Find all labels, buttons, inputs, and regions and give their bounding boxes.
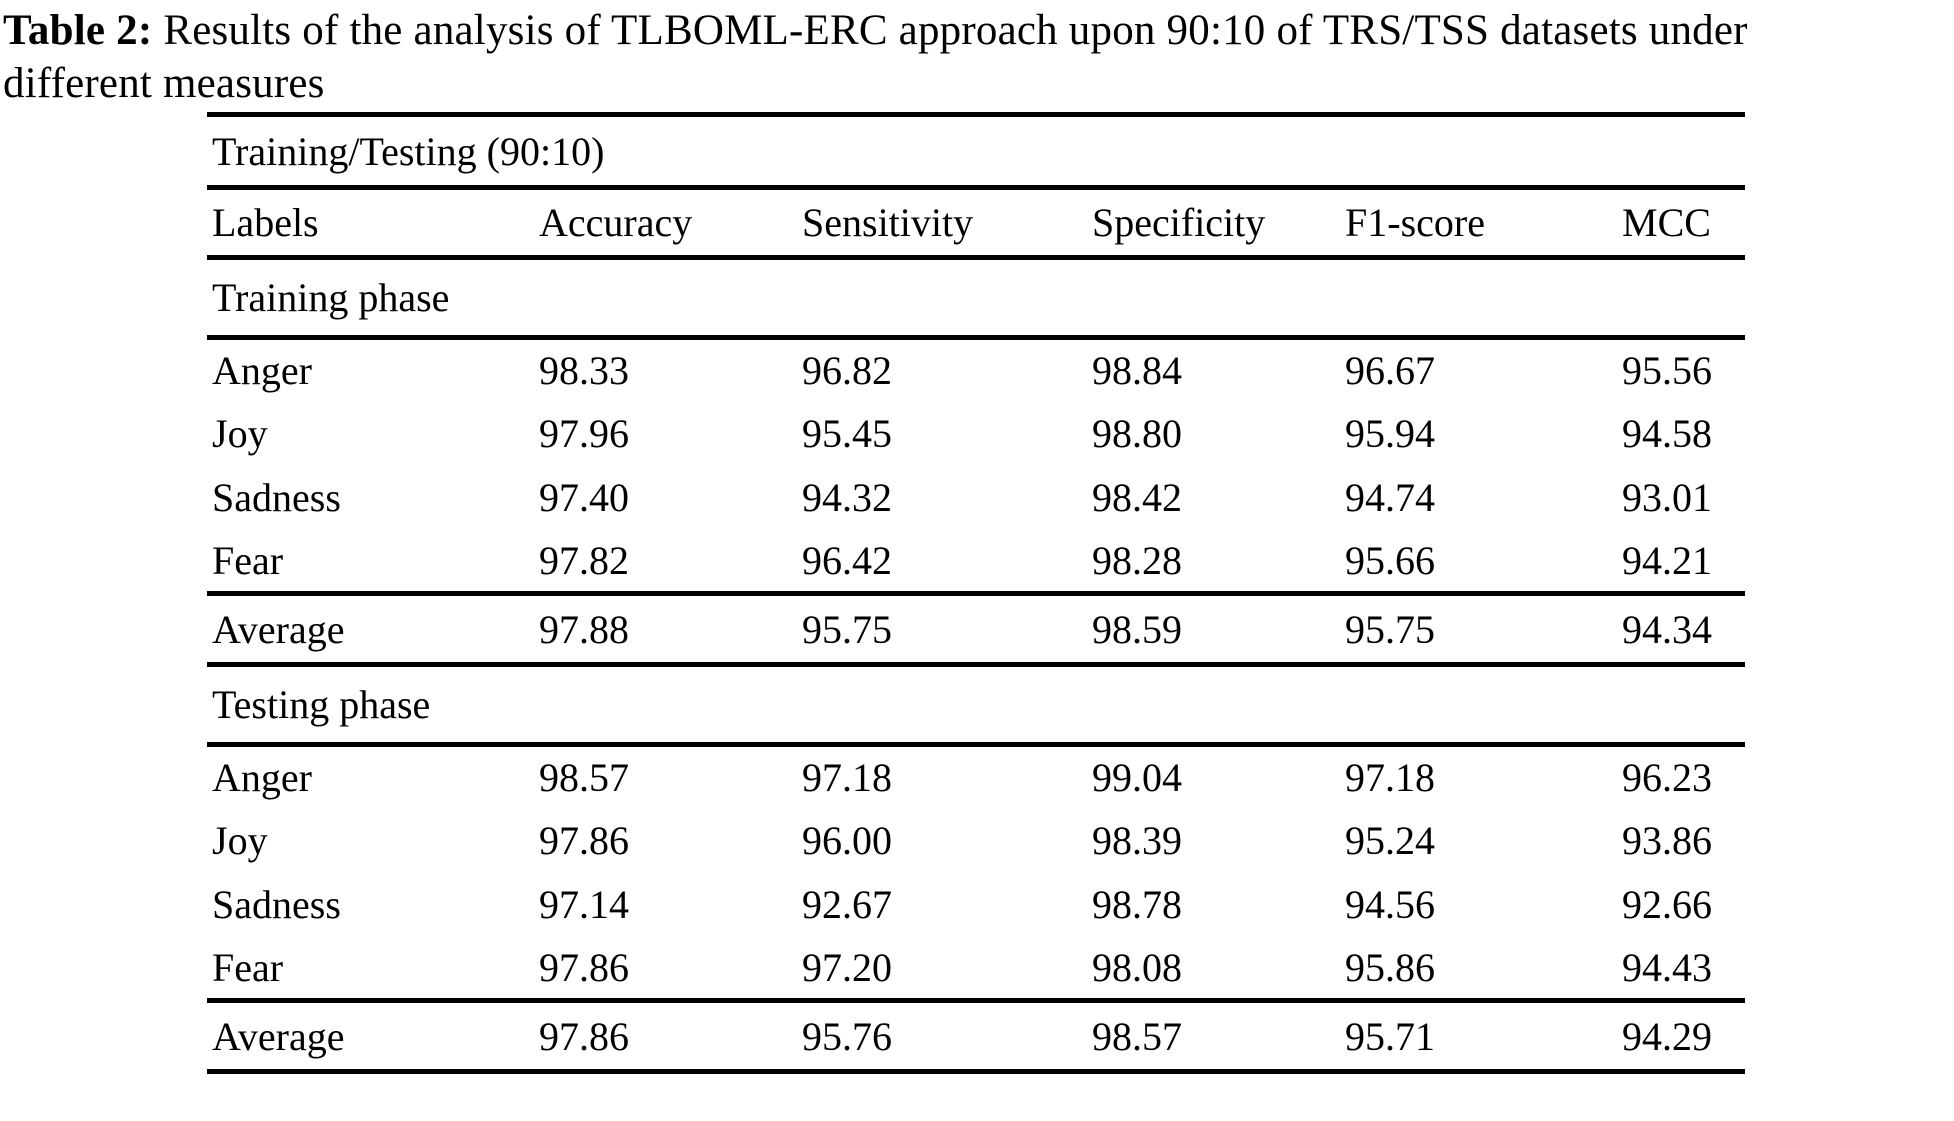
- metric-value: 95.56: [1622, 348, 1712, 394]
- row-label: Average: [207, 1000, 534, 1074]
- table-row: Joy 97.96 95.45 98.80 95.94 94.58: [207, 402, 1745, 466]
- metric-value: 94.58: [1622, 411, 1712, 456]
- table-row: Anger 98.33 96.82 98.84 96.67 95.56: [207, 338, 1745, 402]
- phase-header-testing: Testing phase: [207, 664, 1746, 747]
- metric-value: 95.76: [797, 1000, 1087, 1074]
- table-caption-text-line2: different measures: [3, 60, 325, 107]
- metric-value: 93.01: [1622, 475, 1712, 520]
- row-label: Sadness: [212, 475, 341, 520]
- metric-value: 97.88: [534, 593, 797, 667]
- row-label: Average: [207, 593, 534, 667]
- metric-value: 97.40: [539, 475, 629, 520]
- table-row: Fear 97.82 96.42 98.28 95.66 94.21: [207, 529, 1746, 596]
- row-label: Joy: [212, 818, 268, 863]
- metric-value: 97.14: [539, 882, 629, 927]
- metric-value: 94.56: [1345, 882, 1435, 927]
- metric-value: 96.67: [1345, 348, 1435, 394]
- row-label: Fear: [207, 936, 534, 1003]
- span-header-row: Training/Testing (90:10): [207, 112, 1746, 190]
- metric-value: 98.28: [1087, 529, 1340, 596]
- metric-value: 94.34: [1617, 593, 1746, 667]
- metric-value: 98.39: [1092, 818, 1182, 863]
- row-label: Sadness: [212, 882, 341, 927]
- metric-value: 94.43: [1617, 936, 1746, 1003]
- metric-value: 98.84: [1092, 348, 1182, 394]
- metric-value: 93.86: [1622, 818, 1712, 863]
- column-header-sensitivity: Sensitivity: [797, 187, 1087, 260]
- metric-value: 94.74: [1345, 475, 1435, 520]
- metric-value: 94.29: [1617, 1000, 1746, 1074]
- table-row: Anger 98.57 97.18 99.04 97.18 96.23: [207, 745, 1745, 809]
- metric-value: 98.57: [539, 755, 629, 801]
- metric-value: 95.66: [1340, 529, 1617, 596]
- metric-value: 96.42: [797, 529, 1087, 596]
- metric-value: 95.75: [797, 593, 1087, 667]
- metric-value: 96.23: [1622, 755, 1712, 801]
- metric-value: 97.86: [539, 818, 629, 863]
- phase-header-training: Training phase: [207, 257, 1746, 340]
- metric-value: 95.75: [1340, 593, 1617, 667]
- metric-value: 92.67: [802, 882, 892, 927]
- metric-value: 97.18: [1345, 755, 1435, 801]
- metric-value: 94.21: [1617, 529, 1746, 596]
- table-row: Fear 97.86 97.20 98.08 95.86 94.43: [207, 936, 1746, 1003]
- table-caption-text-line1: Results of the analysis of TLBOML-ERC ap…: [163, 7, 1748, 54]
- metric-value: 95.71: [1340, 1000, 1617, 1074]
- phase-header-row: Testing phase: [207, 664, 1746, 747]
- metric-value: 96.82: [802, 348, 892, 394]
- metric-value: 98.08: [1087, 936, 1340, 1003]
- table-row: Joy 97.86 96.00 98.39 95.24 93.86: [207, 809, 1745, 873]
- metric-value: 95.24: [1345, 818, 1435, 863]
- column-header-labels: Labels: [207, 187, 534, 260]
- metric-value: 98.59: [1087, 593, 1340, 667]
- metric-value: 97.18: [802, 755, 892, 801]
- row-label: Fear: [207, 529, 534, 596]
- metric-value: 97.96: [539, 411, 629, 456]
- metric-value: 92.66: [1622, 882, 1712, 927]
- results-table: Training/Testing (90:10) Labels Accuracy…: [207, 112, 1746, 1074]
- column-header-mcc: MCC: [1617, 187, 1746, 260]
- table-row: Sadness 97.40 94.32 98.42 94.74 93.01: [207, 466, 1745, 530]
- metric-value: 97.82: [534, 529, 797, 596]
- table-caption: Table 2: Results of the analysis of TLBO…: [0, 0, 1953, 110]
- metric-value: 97.86: [534, 936, 797, 1003]
- metric-value: 98.33: [539, 348, 629, 394]
- metric-value: 94.32: [802, 475, 892, 520]
- column-header-accuracy: Accuracy: [534, 187, 797, 260]
- metric-value: 97.20: [797, 936, 1087, 1003]
- average-row: Average 97.86 95.76 98.57 95.71 94.29: [207, 1000, 1746, 1074]
- metric-value: 98.78: [1092, 882, 1182, 927]
- phase-header-row: Training phase: [207, 257, 1746, 340]
- column-header-specificity: Specificity: [1087, 187, 1340, 260]
- span-header: Training/Testing (90:10): [207, 112, 1746, 190]
- row-label: Joy: [212, 411, 268, 456]
- column-header-row: Labels Accuracy Sensitivity Specificity …: [207, 187, 1746, 260]
- metric-value: 98.42: [1092, 475, 1182, 520]
- metric-value: 98.57: [1087, 1000, 1340, 1074]
- metric-value: 95.94: [1345, 411, 1435, 456]
- table-row: Sadness 97.14 92.67 98.78 94.56 92.66: [207, 873, 1745, 937]
- metric-value: 95.45: [802, 411, 892, 456]
- metric-value: 95.86: [1340, 936, 1617, 1003]
- metric-value: 97.86: [534, 1000, 797, 1074]
- metric-value: 96.00: [802, 818, 892, 863]
- column-header-f1-score: F1-score: [1340, 187, 1617, 260]
- metric-value: 99.04: [1092, 755, 1182, 801]
- average-row: Average 97.88 95.75 98.59 95.75 94.34: [207, 593, 1746, 667]
- row-label: Anger: [212, 755, 312, 801]
- table-caption-number: Table 2:: [3, 7, 153, 54]
- row-label: Anger: [212, 348, 312, 394]
- metric-value: 98.80: [1092, 411, 1182, 456]
